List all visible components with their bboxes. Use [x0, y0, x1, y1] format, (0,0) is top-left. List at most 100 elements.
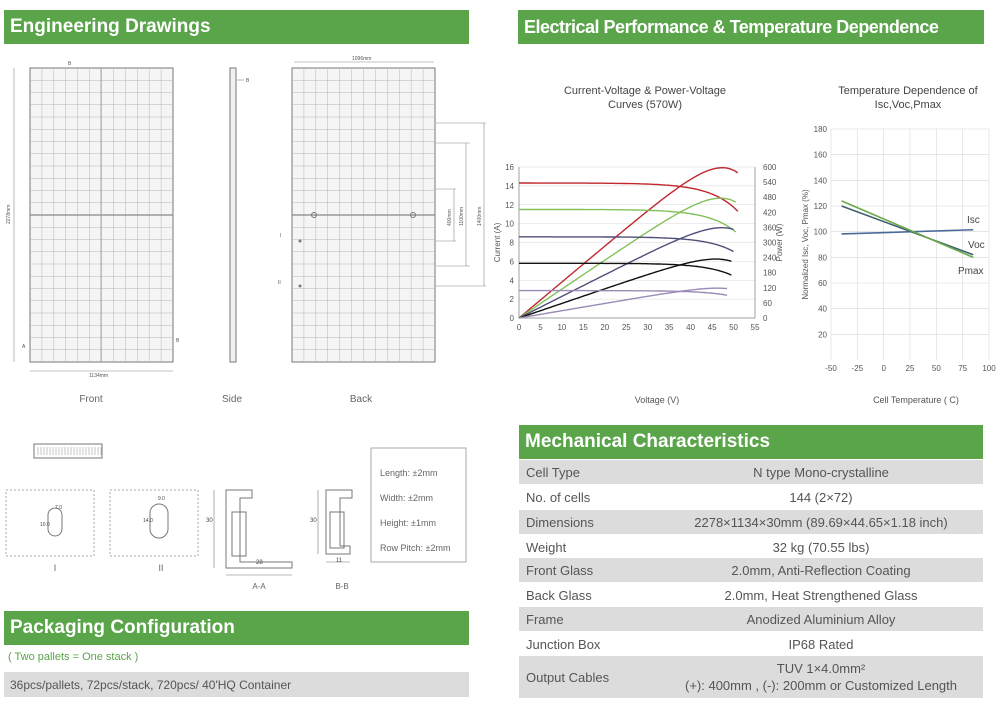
temp-xlabel: Cell Temperature ( C): [873, 395, 959, 405]
tolerance-height: Height: ±1mm: [380, 518, 436, 528]
electrical-performance-header: Electrical Performance & Temperature Dep…: [518, 10, 984, 44]
temp-series-label: Voc: [968, 240, 985, 251]
profile-bb-height: 30: [310, 518, 317, 524]
detail-drawings: [5, 443, 467, 576]
temp-series-line: [841, 228, 974, 235]
spec-row: Output Cables TUV 1×4.0mm² (+): 400mm , (-…: [519, 656, 983, 698]
back-view: [291, 61, 486, 363]
temp-ytick-label: 40: [818, 305, 827, 314]
spec-value: Anodized Aluminium Alloy: [746, 611, 896, 627]
hole-i-h: 10.0: [40, 522, 50, 528]
side-mark: B: [246, 78, 250, 84]
engineering-drawings-header: Engineering Drawings: [4, 10, 469, 44]
iv-y2tick-label: 240: [763, 254, 777, 263]
pv-curve: [518, 197, 737, 319]
temp-chart-title: Temperature Dependence of Isc,Voc,Pmax: [818, 84, 998, 112]
back-caption: Back: [349, 394, 373, 405]
temp-ytick-label: 80: [818, 253, 827, 262]
temp-chart-title-line1: Temperature Dependence of: [838, 85, 978, 97]
mechanical-characteristics-header: Mechanical Characteristics: [519, 425, 983, 459]
packaging-configuration-header: Packaging Configuration: [4, 611, 469, 645]
temp-xtick-label: -25: [852, 364, 864, 373]
detail-ii-caption: II: [158, 563, 164, 573]
detail-i: [5, 489, 95, 557]
label-plate: [33, 443, 103, 459]
dim-1400: 1400mm: [477, 207, 483, 226]
iv-chart: 0246810121416060120180240300360420480540…: [493, 163, 784, 405]
iv-ytick-label: 6: [510, 257, 515, 266]
spec-row: Back Glass 2.0mm, Heat Strengthened Glass: [519, 583, 983, 607]
iv-curve: [519, 208, 737, 233]
detail-i-caption: I: [53, 563, 57, 573]
spec-value: 2.0mm, Anti-Reflection Coating: [731, 562, 911, 578]
spec-value: 2278×1134×30mm (89.69×44.65×1.18 inch): [694, 514, 948, 530]
temp-ytick-label: 140: [814, 176, 828, 185]
iv-chart-title-line1: Current-Voltage & Power-Voltage: [563, 85, 727, 97]
engineering-drawings: 2278mm 1134mm B A B B 1096mm 400mm 1100m…: [6, 56, 486, 379]
temp-ytick-label: 160: [814, 151, 828, 160]
iv-xtick-label: 55: [751, 323, 760, 332]
iv-y2label: Power (W): [775, 223, 784, 261]
tolerance-width: Width: ±2mm: [380, 493, 433, 503]
temp-ylabel: Normalized Isc, Voc, Pmax (%): [801, 189, 810, 300]
spec-row: Frame Anodized Aluminium Alloy: [519, 607, 983, 631]
iv-ytick-label: 14: [505, 182, 514, 191]
iv-xtick-label: 20: [600, 323, 609, 332]
spec-value-line: TUV 1×4.0mm²: [776, 661, 866, 676]
iv-ylabel: Current (A): [493, 222, 502, 262]
temp-ytick-label: 100: [814, 228, 828, 237]
section-bb-caption: B-B: [335, 582, 349, 591]
temp-ytick-label: 180: [814, 125, 828, 134]
profile-aa: [213, 489, 293, 576]
iv-ytick-label: 2: [510, 295, 515, 304]
spec-label: Front Glass: [526, 562, 594, 578]
spec-value-line: (+): 400mm , (-): 200mm or Customized Le…: [684, 678, 957, 693]
iv-xtick-label: 30: [643, 323, 652, 332]
profile-bb: [317, 489, 353, 563]
iv-ytick-label: 0: [510, 314, 515, 323]
iv-y2tick-label: 180: [763, 269, 777, 278]
temp-xtick-label: 75: [958, 364, 967, 373]
tolerance-row-pitch: Row Pitch: ±2mm: [380, 543, 451, 553]
iv-xlabel: Voltage (V): [635, 395, 680, 405]
spec-label: Output Cables: [526, 669, 610, 685]
pv-curve: [518, 166, 739, 319]
temp-xtick-label: 50: [932, 364, 941, 373]
dim-1100: 1100mm: [459, 207, 465, 226]
back-mark-ii: II: [278, 280, 281, 286]
iv-xtick-label: 0: [517, 323, 522, 332]
iv-y2tick-label: 300: [763, 239, 777, 248]
packaging-detail-row: 36pcs/pallets, 72pcs/stack, 720pcs/ 40'H…: [4, 672, 469, 697]
side-view: [229, 67, 244, 363]
spec-value: N type Mono-crystalline: [753, 464, 889, 480]
iv-ytick-label: 8: [510, 239, 515, 248]
iv-xtick-label: 10: [557, 323, 566, 332]
temp-ytick-label: 60: [818, 279, 827, 288]
temp-ytick-label: 20: [818, 330, 827, 339]
pv-curve: [518, 258, 732, 319]
iv-curve: [519, 182, 739, 212]
iv-xtick-label: 45: [708, 323, 717, 332]
spec-label: Frame: [526, 611, 564, 627]
iv-y2tick-label: 420: [763, 208, 777, 217]
profile-bb-width: 11: [336, 558, 343, 564]
temp-xtick-label: 100: [982, 364, 996, 373]
packaging-detail: 36pcs/pallets, 72pcs/stack, 720pcs/ 40'H…: [10, 677, 292, 692]
temp-series-label: Isc: [967, 215, 980, 226]
temp-xtick-label: 25: [906, 364, 915, 373]
iv-y2tick-label: 480: [763, 193, 777, 202]
detail-ii: [109, 489, 199, 557]
iv-xtick-label: 15: [579, 323, 588, 332]
section-aa-caption: A-A: [252, 582, 266, 591]
iv-y2tick-label: 60: [763, 299, 772, 308]
tolerance-list: Length: ±2mm Width: ±2mm Height: ±1mm Ro…: [380, 461, 450, 561]
back-width-dim: 1096mm: [352, 56, 371, 62]
spec-value: 2.0mm, Heat Strengthened Glass: [724, 587, 918, 603]
hole-i-w: 7.0: [55, 505, 62, 511]
spec-row: Front Glass 2.0mm, Anti-Reflection Coatin…: [519, 558, 983, 582]
front-mark-b: B: [176, 338, 180, 344]
iv-y2tick-label: 360: [763, 223, 777, 232]
iv-curve: [519, 289, 728, 296]
spec-row: Junction Box IP68 Rated: [519, 632, 983, 656]
spec-row: Dimensions 2278×1134×30mm (89.69×44.65×1.…: [519, 510, 983, 534]
